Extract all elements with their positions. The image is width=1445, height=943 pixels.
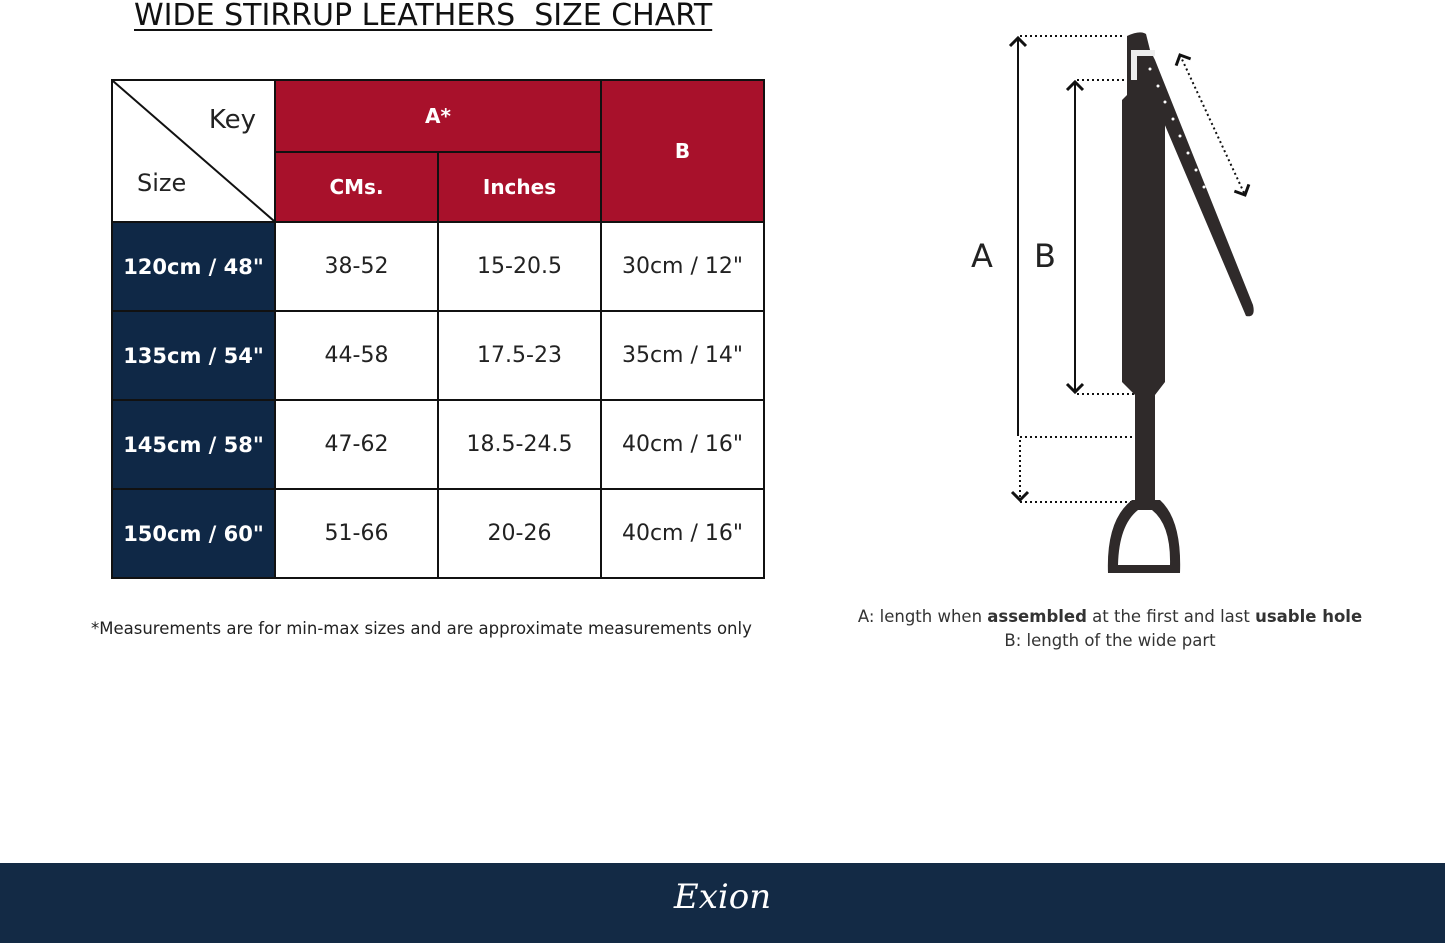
b-cell: 35cm / 14" [600,310,765,401]
header-a: A* [274,79,602,153]
measurement-note: *Measurements are for min-max sizes and … [91,619,752,638]
key-label: Key [208,105,256,135]
diagonal-divider [113,81,274,221]
dotted-guides [1010,35,1251,503]
caption-a-text: at the first and last [1086,607,1256,626]
b-cell: 40cm / 16" [600,488,765,579]
header-cms: CMs. [274,151,439,223]
strap-holes [1148,67,1206,189]
cms-cell: 47-62 [274,399,439,490]
caption-a-bold: assembled [987,607,1087,626]
cms-cell: 44-58 [274,310,439,401]
inches-cell: 17.5-23 [437,310,602,401]
header-inches: Inches [437,151,602,223]
brand-logo: Exion [673,877,772,917]
table-row: 135cm / 54" 44-58 17.5-23 35cm / 14" [111,310,765,401]
caption-b: B: length of the wide part [1004,631,1216,650]
footer-bar: Exion [0,863,1445,943]
size-label: Size [137,169,187,197]
corner-header-cell: Key Size [111,79,276,223]
caption-a-text: A: length when [857,607,988,626]
inches-cell: 18.5-24.5 [437,399,602,490]
size-cell: 150cm / 60" [111,488,276,579]
b-cell: 30cm / 12" [600,221,765,312]
table-row: 120cm / 48" 38-52 15-20.5 30cm / 12" [111,221,765,312]
size-cell: 145cm / 58" [111,399,276,490]
size-cell: 135cm / 54" [111,310,276,401]
inches-cell: 15-20.5 [437,221,602,312]
size-cell: 120cm / 48" [111,221,276,312]
cms-cell: 51-66 [274,488,439,579]
size-chart-table: Key Size A* B CMs. Inches 120cm / 48" 38… [111,79,765,579]
label-b: B [1034,237,1056,275]
stirrup-leather-diagram [1008,32,1254,573]
table-row: 150cm / 60" 51-66 20-26 40cm / 16" [111,488,765,579]
header-b: B [600,79,765,223]
b-cell: 40cm / 16" [600,399,765,490]
cms-cell: 38-52 [274,221,439,312]
buckle-icon [1131,50,1155,80]
table-row: 145cm / 58" 47-62 18.5-24.5 40cm / 16" [111,399,765,490]
stirrup-leather-icon [1107,32,1254,573]
page-title: WIDE STIRRUP LEATHERS SIZE CHART [134,0,713,33]
label-a: A [971,237,993,275]
caption-a-bold: usable hole [1255,607,1363,626]
inches-cell: 20-26 [437,488,602,579]
caption-a: A: length when assembled at the first an… [845,607,1375,626]
